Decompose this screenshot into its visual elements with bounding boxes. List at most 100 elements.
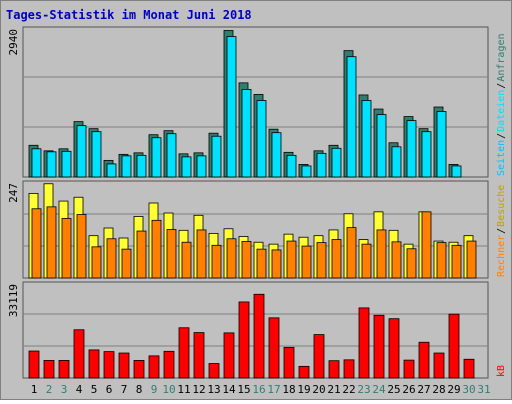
bar-kb (223, 332, 235, 379)
day-label: 15 (237, 383, 250, 396)
bar-dateien (151, 137, 162, 178)
bar-kb (178, 327, 190, 379)
bar-dateien (241, 89, 252, 178)
panel-top: 2940 (7, 26, 489, 178)
bar-rechner (106, 238, 117, 279)
bar-kb (403, 359, 415, 379)
bar-dateien (106, 163, 117, 178)
bar-dateien (121, 155, 132, 178)
bar-dateien (406, 120, 417, 178)
legend-separator: / (496, 228, 507, 234)
bar-dateien (376, 114, 387, 178)
bar-dateien (226, 36, 237, 178)
day-label: 23 (357, 383, 370, 396)
legend-anfragen: Anfragen (496, 33, 507, 81)
bar-kb (133, 360, 145, 379)
bar-rechner (181, 241, 192, 279)
bar-kb (238, 301, 250, 379)
bar-rechner (61, 217, 72, 279)
day-label: 7 (121, 383, 128, 396)
bar-kb (448, 313, 460, 379)
bar-kb (148, 355, 160, 379)
bar-kb (88, 349, 100, 379)
bar-dateien (271, 132, 282, 178)
day-axis: 1 2 3 4 5 6 7 8 9 10 11 12 13 14 15 16 17 18 19 20 21 22 23 24 2… (31, 383, 491, 396)
bar-rechner (451, 244, 462, 279)
day-label: 24 (372, 383, 386, 396)
bar-dateien (346, 56, 357, 178)
day-label: 25 (387, 383, 400, 396)
day-label: 21 (327, 383, 340, 396)
bar-rechner (301, 245, 312, 279)
chart-title: Tages-Statistik im Monat Juni 2018 (6, 8, 252, 22)
y-max-label: 33119 (7, 284, 20, 317)
legend-kb: kB (496, 365, 507, 377)
bar-rechner (286, 240, 297, 279)
bar-kb (118, 352, 130, 379)
bar-kb (268, 317, 280, 379)
bar-rechner (466, 240, 477, 279)
day-label: 10 (162, 383, 175, 396)
bar-kb (388, 318, 400, 379)
bar-dateien (211, 135, 222, 178)
bar-dateien (61, 150, 72, 178)
bar-rechner (436, 242, 447, 279)
bar-dateien (166, 133, 177, 178)
panel-middle: 247 (7, 180, 489, 279)
bar-dateien (451, 165, 462, 178)
day-label: 16 (252, 383, 265, 396)
bar-rechner (226, 238, 237, 279)
bar-rechner (421, 211, 432, 279)
bar-dateien (256, 100, 267, 178)
bar-kb (418, 341, 430, 379)
day-label: 20 (312, 383, 325, 396)
day-label: 28 (432, 383, 445, 396)
legend-separator: / (496, 83, 507, 89)
bar-rechner (136, 230, 147, 279)
y-max-label: 247 (7, 183, 20, 203)
bar-kb (463, 358, 475, 379)
legend-besuche: Besuche (496, 185, 507, 227)
series-rechner (31, 206, 477, 279)
legend-separator: / (496, 133, 507, 139)
bar-kb (283, 346, 295, 379)
bar-dateien (196, 155, 207, 178)
bar-rechner (361, 243, 372, 279)
day-label: 6 (106, 383, 113, 396)
day-label: 4 (76, 383, 83, 396)
day-label: 12 (192, 383, 205, 396)
day-label: 29 (447, 383, 460, 396)
day-label: 13 (207, 383, 220, 396)
bar-kb (358, 307, 370, 379)
bar-kb (433, 352, 445, 379)
bar-rechner (76, 214, 87, 279)
bar-dateien (316, 152, 327, 178)
day-label: 17 (267, 383, 280, 396)
bar-rechner (391, 241, 402, 279)
day-label: 18 (282, 383, 295, 396)
bar-rechner (406, 248, 417, 279)
bar-kb (328, 360, 340, 379)
day-label: 19 (297, 383, 310, 396)
bar-dateien (421, 131, 432, 178)
bar-rechner (256, 248, 267, 279)
bar-dateien (181, 156, 192, 178)
bar-rechner (46, 206, 57, 279)
bar-dateien (46, 151, 57, 178)
bar-kb (193, 332, 205, 379)
bar-rechner (271, 249, 282, 279)
day-label: 5 (91, 383, 98, 396)
bar-kb (313, 334, 325, 379)
bar-kb (253, 293, 265, 379)
day-label: 31 (477, 383, 490, 396)
bar-rechner (346, 227, 357, 279)
day-label: 11 (177, 383, 190, 396)
bar-dateien (31, 148, 42, 178)
bar-rechner (166, 229, 177, 279)
bar-dateien (391, 146, 402, 178)
series-dateien (31, 36, 462, 178)
bar-rechner (151, 219, 162, 279)
bar-rechner (196, 229, 207, 279)
